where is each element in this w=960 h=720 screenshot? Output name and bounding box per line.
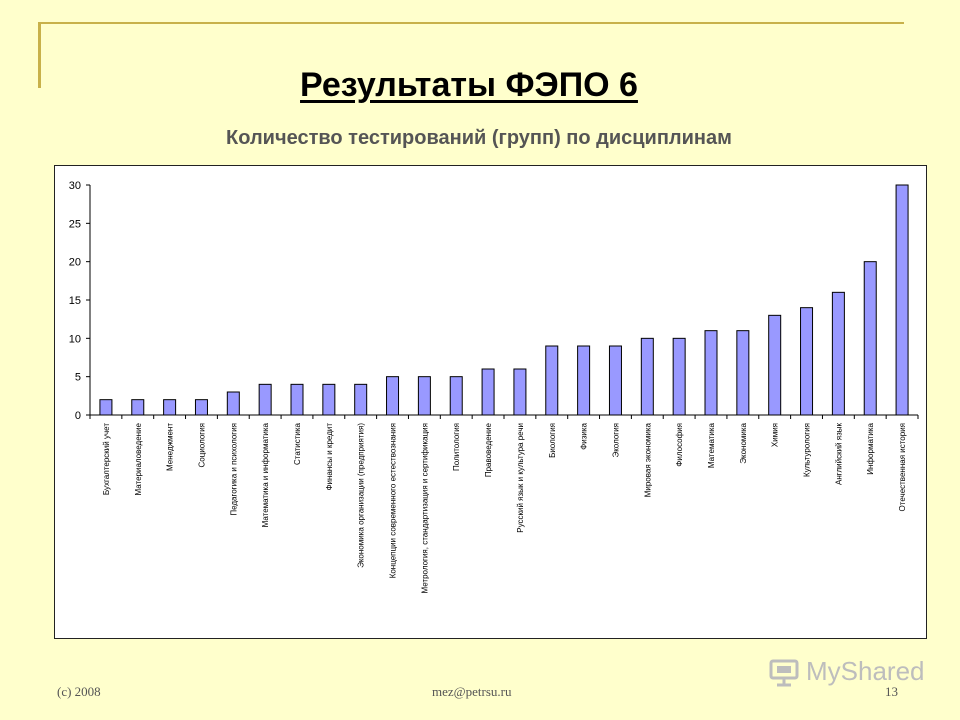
category-label: Социология <box>197 423 206 467</box>
bar <box>768 314 782 416</box>
category-label: Математика и информатика <box>261 422 270 527</box>
footer-copyright: (c) 2008 <box>57 684 101 699</box>
bar <box>577 345 591 416</box>
bar <box>704 330 718 416</box>
bar <box>194 399 208 416</box>
category-label: Математика <box>707 422 716 468</box>
watermark-text: MyShared <box>806 656 925 686</box>
footer-email: mez@petrsu.ru <box>432 684 512 699</box>
bar <box>863 261 877 416</box>
chart-frame: 0 5 10 15 20 25 30 Бухгалтерский учет Материалов… <box>54 165 927 639</box>
bar <box>258 383 272 416</box>
y-tick-label: 30 <box>69 180 81 192</box>
category-label: Экология <box>611 423 620 458</box>
bar <box>481 368 495 416</box>
bar <box>545 345 559 416</box>
bar <box>131 399 145 416</box>
category-label: Физика <box>580 422 589 449</box>
bar <box>226 391 240 416</box>
slide-subtitle: Количество тестирований (групп) по дисци… <box>226 127 732 149</box>
category-label: Культурология <box>803 423 812 477</box>
bar <box>449 376 463 416</box>
y-tick-label: 0 <box>75 410 81 422</box>
bar <box>895 184 909 416</box>
category-label: Отечественная история <box>898 423 907 511</box>
decorative-left-line <box>38 22 41 88</box>
category-label: Философия <box>675 423 684 467</box>
bar <box>386 376 400 416</box>
category-label: Правоведение <box>484 422 493 477</box>
category-label: Экономика организации (предприятия) <box>357 423 366 568</box>
category-label: Биология <box>548 423 557 458</box>
bar <box>417 376 431 416</box>
category-label: Материаловедение <box>134 422 143 495</box>
bar <box>99 399 113 416</box>
category-label: Метрология, стандартизация и сертификаци… <box>420 423 429 594</box>
bar <box>322 383 336 416</box>
y-tick-label: 15 <box>69 295 81 307</box>
watermark: MyShared <box>768 656 925 687</box>
presentation-icon <box>769 659 799 686</box>
y-tick-label: 25 <box>69 218 81 230</box>
bar <box>513 368 527 416</box>
y-tick-label: 20 <box>69 257 81 269</box>
category-label: Бухгалтерский учет <box>102 423 111 495</box>
category-label: Статистика <box>293 422 302 465</box>
decorative-top-line <box>38 22 904 24</box>
y-tick-label: 10 <box>69 333 81 345</box>
bar <box>736 330 750 416</box>
bar <box>672 337 686 416</box>
bar <box>163 399 177 416</box>
category-label: Менеджмент <box>166 423 175 471</box>
bar <box>608 345 622 416</box>
category-label: Педагогика и психология <box>229 423 238 516</box>
bar <box>640 337 654 416</box>
category-label: Финансы и кредит <box>325 423 334 491</box>
category-label: Химия <box>771 423 780 447</box>
bar-chart: 0 5 10 15 20 25 30 Бухгалтерский учет Материалов… <box>69 180 919 594</box>
slide-title: Результаты ФЭПО 6 <box>300 66 638 104</box>
bar <box>831 291 845 416</box>
category-label: Концепции современного естествознания <box>389 423 398 578</box>
category-label: Политология <box>452 423 461 471</box>
category-label: Экономика <box>739 422 748 463</box>
category-label: Русский язык и культура речи <box>516 423 525 533</box>
bar <box>800 307 814 416</box>
category-label: Мировая экономика <box>643 422 652 497</box>
bar <box>354 383 368 416</box>
y-tick-label: 5 <box>75 372 81 384</box>
bar <box>290 383 304 416</box>
category-label: Английский язык <box>834 423 843 486</box>
footer-page-number: 13 <box>885 684 898 699</box>
category-label: Информатика <box>866 422 875 474</box>
